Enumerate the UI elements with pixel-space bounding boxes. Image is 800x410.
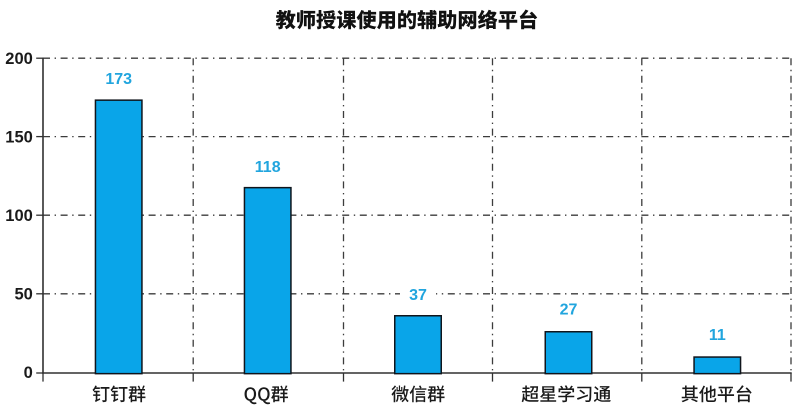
svg-text:118: 118 (255, 159, 281, 176)
svg-text:100: 100 (5, 207, 33, 225)
svg-text:200: 200 (5, 50, 33, 68)
svg-text:0: 0 (24, 364, 33, 382)
svg-text:150: 150 (5, 128, 33, 146)
svg-text:11: 11 (709, 327, 726, 344)
svg-text:37: 37 (409, 287, 427, 304)
svg-text:173: 173 (105, 71, 132, 88)
svg-text:27: 27 (560, 301, 578, 318)
svg-text:50: 50 (14, 286, 32, 304)
